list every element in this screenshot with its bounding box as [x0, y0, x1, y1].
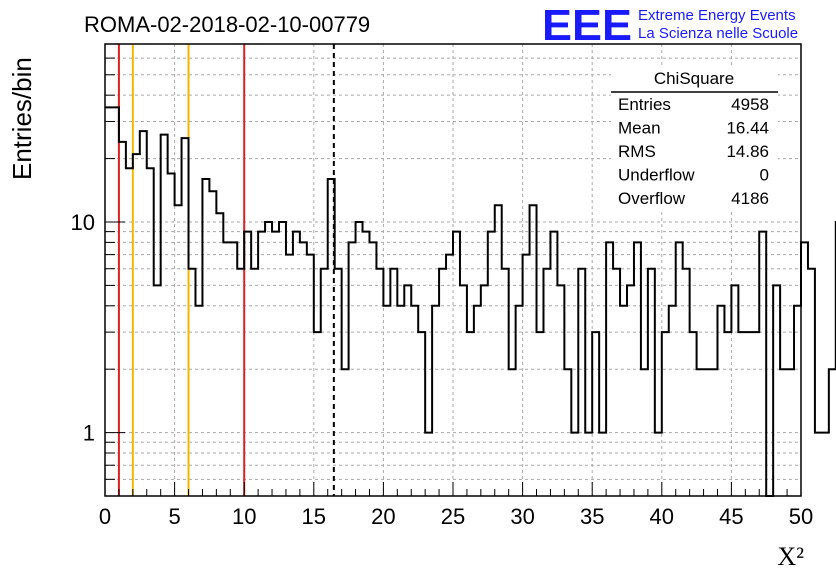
stats-row-label: RMS	[618, 142, 656, 161]
stats-row-label: Mean	[618, 119, 661, 138]
stats-rows: Entries 4958 Mean 16.44 RMS 14.86 Underflow 0 Ov…	[618, 95, 769, 208]
stats-row-value: 4958	[731, 95, 769, 114]
reference-lines	[117, 44, 335, 496]
y-axis: 1 10	[71, 57, 125, 497]
y-axis-label: Entries/bin	[7, 57, 37, 180]
x-tick-label: 35	[580, 504, 604, 529]
chart-title: ROMA-02-2018-02-10-00779	[84, 12, 370, 37]
x-tick-label: 5	[168, 504, 180, 529]
stats-box: ChiSquare Entries 4958 Mean 16.44 RMS 14.86 Un…	[611, 66, 778, 212]
stats-row-value: 14.86	[726, 142, 769, 161]
x-tick-label: 45	[719, 504, 743, 529]
stats-row-value: 16.44	[726, 119, 769, 138]
stats-row-value: 0	[760, 166, 769, 185]
stats-box-background	[611, 66, 778, 212]
logo-line-2: La Scienza nelle Scuole	[638, 25, 798, 42]
x-tick-label: 15	[302, 504, 326, 529]
y-tick-label: 1	[83, 421, 95, 446]
stats-row-label: Overflow	[618, 189, 686, 208]
x-tick-label: 25	[441, 504, 465, 529]
histogram-series	[105, 106, 836, 497]
stats-row-value: 4186	[731, 189, 769, 208]
x-tick-label: 40	[650, 504, 674, 529]
eee-logo: EEE Extreme Energy Events La Scienza nel…	[542, 1, 798, 50]
stats-row-label: Entries	[618, 95, 671, 114]
x-tick-label: 20	[371, 504, 395, 529]
logo-line-1: Extreme Energy Events	[638, 7, 796, 24]
x-axis-label: X²	[777, 542, 804, 571]
stats-row-label: Underflow	[618, 166, 695, 185]
x-tick-label: 10	[232, 504, 256, 529]
x-tick-label: 0	[99, 504, 111, 529]
y-tick-label: 10	[71, 210, 95, 235]
stats-title: ChiSquare	[654, 69, 734, 88]
logo-mark: EEE	[542, 1, 632, 50]
x-axis: 0 5 10 15 20 25 30 35 40 45 50	[99, 482, 813, 529]
x-tick-label: 50	[789, 504, 813, 529]
x-tick-label: 30	[510, 504, 534, 529]
